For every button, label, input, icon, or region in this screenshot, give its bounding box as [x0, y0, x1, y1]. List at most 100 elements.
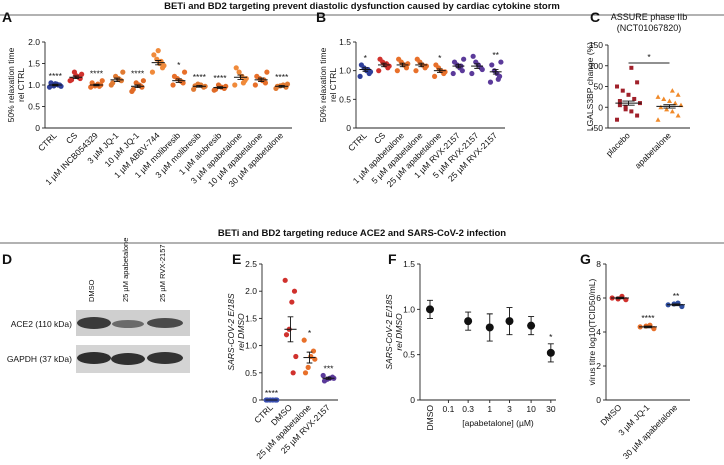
error-bar [306, 351, 313, 364]
point [505, 317, 514, 326]
error-bar [671, 303, 681, 307]
error-bar [492, 69, 499, 75]
x-tick-label: placebo [604, 130, 632, 158]
point [264, 69, 270, 75]
point [675, 113, 681, 118]
y-tick-label: 1.5 [339, 37, 351, 47]
significance: **** [265, 388, 279, 398]
point [161, 63, 167, 69]
y-tick-label: 1.0 [403, 304, 415, 314]
y-tick-label: 0 [252, 395, 257, 405]
western-blot [76, 310, 190, 373]
y-tick-label: 1.0 [245, 341, 257, 351]
x-tick-label: 1 [487, 404, 492, 414]
error-bar [362, 67, 369, 72]
band [77, 317, 111, 329]
point [431, 73, 438, 79]
point [623, 107, 628, 112]
y-tick-label: 2.5 [245, 259, 257, 269]
point [626, 92, 631, 97]
error-bar [437, 68, 443, 73]
y-axis-label-line: virus titre log10(TCID50/mL) [587, 278, 597, 385]
error-bar [258, 77, 265, 83]
y-tick-label: 50 [594, 82, 604, 92]
error-bar [72, 75, 79, 79]
point [635, 80, 640, 85]
significance: * [308, 328, 312, 338]
lane-label: 25 µM RVX-2157 [158, 244, 167, 302]
y-tick-label: 0.5 [28, 102, 40, 112]
y-axis-label-line: SARS-COV-2 E/18S [226, 293, 236, 370]
point [179, 78, 185, 85]
point [99, 78, 105, 84]
point [495, 76, 501, 82]
point [133, 80, 139, 86]
y-tick-label: 0 [346, 123, 351, 133]
row-label: ACE2 (110 kDa) [11, 319, 72, 329]
point [302, 370, 309, 376]
point [661, 96, 667, 101]
panel-letter: C [590, 9, 600, 25]
x-tick-label: 3 [507, 404, 512, 414]
x-tick-label: CS [64, 130, 80, 146]
point [240, 80, 247, 86]
y-axis-label-line: rel DMSO [236, 313, 246, 351]
point [305, 364, 311, 370]
error-bar [175, 78, 182, 83]
y-axis-label: SARS-COV-2 E/18Srel DMSO [226, 293, 246, 370]
point [485, 323, 494, 332]
x-tick-label: DMSO [598, 402, 623, 427]
error-bar [237, 74, 244, 80]
point [623, 105, 628, 110]
point [413, 68, 419, 74]
y-axis-label-line: rel CTRL [328, 68, 338, 102]
error-bar [93, 83, 100, 87]
point [282, 277, 288, 283]
point [491, 68, 497, 74]
significance: **** [193, 72, 207, 82]
x-axis-label: [apabetalone] (µM) [462, 418, 534, 428]
point [236, 69, 242, 75]
y-tick-label: 0.5 [339, 94, 351, 104]
x-tick-label: 30 [546, 404, 556, 414]
y-tick-label: 0 [596, 395, 601, 405]
point [155, 48, 161, 54]
error-bar [216, 86, 224, 89]
point [293, 353, 299, 360]
point [629, 109, 634, 114]
y-tick-label: 100 [589, 61, 603, 71]
point [655, 117, 661, 122]
significance: **** [49, 71, 63, 81]
panel-letter: E [232, 251, 241, 267]
point [546, 348, 555, 357]
y-tick-label: 1.5 [403, 259, 415, 269]
error-bar [113, 77, 121, 83]
y-axis-label: 50% relaxation timerel CTRL [6, 47, 26, 122]
error-bar [287, 316, 294, 343]
point [658, 104, 664, 110]
error-bar [196, 84, 203, 88]
point [451, 59, 458, 65]
point [672, 100, 678, 106]
x-tick-label: 0.1 [442, 404, 454, 414]
error-bar [325, 376, 332, 380]
error-bar [134, 84, 141, 89]
significance: **** [275, 72, 289, 82]
point [450, 70, 456, 77]
y-tick-label: 0 [598, 102, 603, 112]
control-point [426, 305, 434, 314]
point [487, 79, 494, 85]
error-bar [663, 104, 676, 109]
panel-letter: G [580, 251, 591, 267]
panel-letter: D [2, 251, 12, 267]
significance: * [438, 53, 442, 63]
y-tick-label: -50 [591, 123, 604, 133]
significance: **** [641, 313, 655, 323]
significance: **** [90, 69, 104, 79]
x-tick-label: CTRL [346, 130, 369, 153]
error-bar [399, 62, 406, 68]
point [171, 73, 178, 79]
point [233, 65, 239, 71]
panel-letter: F [388, 251, 397, 267]
point [629, 65, 634, 70]
